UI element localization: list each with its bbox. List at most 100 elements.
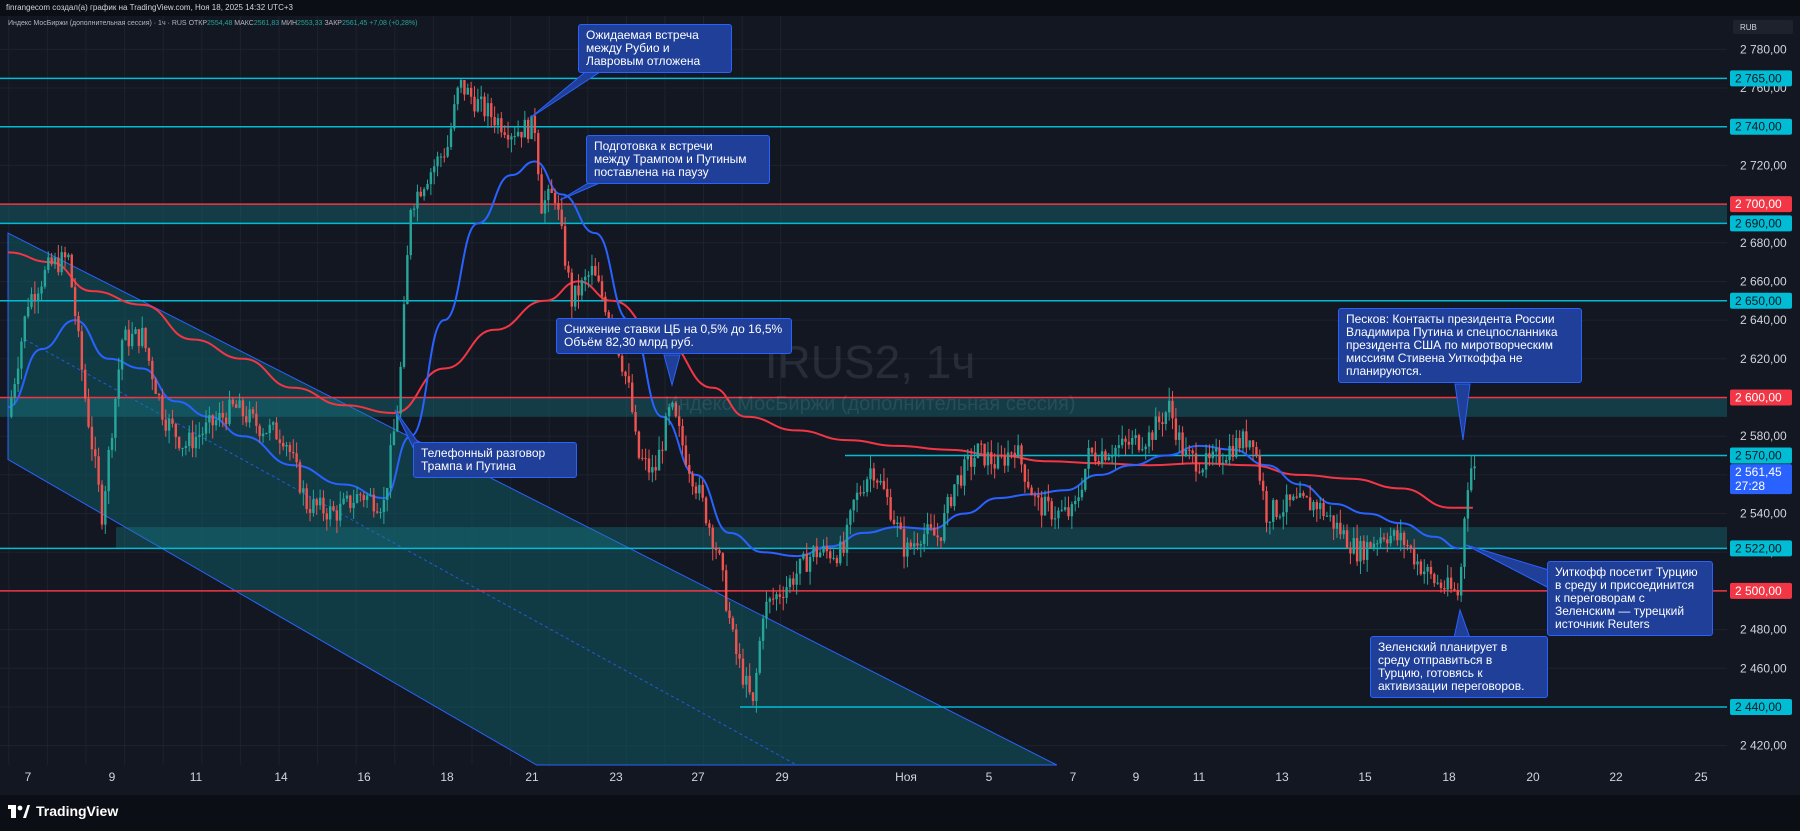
candle-body bbox=[761, 618, 765, 641]
channel-midline bbox=[24, 339, 797, 766]
candle-body bbox=[1174, 418, 1178, 440]
candle-body bbox=[594, 265, 597, 276]
price-tick-label: 2 480,00 bbox=[1740, 623, 1787, 637]
candle-body bbox=[721, 553, 725, 571]
candle-body bbox=[1449, 577, 1453, 589]
time-tick-label: Ноя bbox=[895, 770, 917, 784]
candle-body bbox=[379, 512, 382, 514]
time-tick-label: 16 bbox=[357, 770, 371, 784]
currency-badge bbox=[1733, 20, 1793, 34]
candle-body bbox=[815, 546, 818, 558]
candle-body bbox=[144, 327, 147, 349]
candle-body bbox=[782, 596, 785, 598]
candle-body bbox=[812, 546, 815, 558]
candle-body bbox=[57, 257, 60, 273]
candle-body bbox=[607, 312, 610, 319]
candle-body bbox=[1037, 495, 1040, 498]
candle-body bbox=[631, 382, 634, 412]
candle-body bbox=[1265, 490, 1268, 523]
time-tick-label: 13 bbox=[1275, 770, 1289, 784]
candle-body bbox=[808, 557, 812, 572]
candle-body bbox=[792, 578, 795, 585]
note-phone-call[interactable]: Телефонный разговор Трампа и Путина bbox=[413, 442, 577, 478]
candle-body bbox=[285, 444, 288, 447]
candle-body bbox=[218, 412, 221, 421]
candle-body bbox=[221, 412, 224, 418]
note-trump-putin-meeting[interactable]: Подготовка к встречи между Трампом и Пут… bbox=[586, 135, 770, 184]
level-price-tag bbox=[1730, 196, 1792, 213]
legend-high-label: МАКС bbox=[234, 20, 254, 27]
candle-body bbox=[1369, 542, 1372, 548]
candle-body bbox=[553, 192, 557, 203]
candle-body bbox=[1110, 456, 1114, 458]
candle-body bbox=[741, 658, 745, 685]
candle-body bbox=[661, 449, 664, 451]
support-zone bbox=[0, 204, 1740, 224]
candle-body bbox=[1178, 432, 1181, 440]
candle-body bbox=[1006, 452, 1010, 466]
candle-body bbox=[426, 184, 429, 190]
candle-body bbox=[258, 425, 261, 437]
candle-body bbox=[1000, 455, 1003, 457]
candle-body bbox=[271, 422, 275, 425]
price-tick-label: 2 660,00 bbox=[1740, 274, 1787, 288]
candle-body bbox=[1272, 500, 1275, 522]
candle-body bbox=[825, 546, 829, 552]
candle-body bbox=[876, 480, 879, 483]
candle-body bbox=[298, 462, 302, 493]
candle-body bbox=[1164, 412, 1168, 425]
candle-body bbox=[151, 360, 154, 380]
candle-body bbox=[1188, 449, 1191, 451]
candle-body bbox=[1201, 469, 1204, 473]
note-rubio-lavrov[interactable]: Ожидаемая встреча между Рубио и Лавровым… bbox=[578, 24, 732, 73]
candle-body bbox=[597, 275, 600, 282]
candle-body bbox=[463, 79, 466, 95]
level-price-tag bbox=[1730, 540, 1792, 557]
candle-body bbox=[355, 494, 359, 503]
note-witkoff[interactable]: Уиткофф посетит Турцию в среду и присоед… bbox=[1547, 561, 1713, 636]
candle-body bbox=[1376, 543, 1379, 545]
candle-body bbox=[231, 399, 235, 405]
candle-body bbox=[174, 423, 177, 438]
candle-body bbox=[976, 443, 980, 459]
price-tick-label: 2 580,00 bbox=[1740, 429, 1787, 443]
candle-body bbox=[406, 255, 409, 305]
candle-body bbox=[889, 497, 892, 520]
candle-body bbox=[1137, 435, 1141, 450]
candle-body bbox=[738, 653, 741, 659]
time-tick-label: 11 bbox=[190, 770, 203, 784]
tradingview-logo[interactable]: TradingView bbox=[8, 803, 118, 819]
candle-body bbox=[1023, 464, 1027, 482]
candle-body bbox=[1278, 516, 1282, 518]
candle-body bbox=[724, 570, 728, 611]
level-price-tag bbox=[1730, 698, 1792, 715]
candle-body bbox=[768, 598, 772, 602]
candle-body bbox=[855, 492, 859, 500]
time-tick-label: 23 bbox=[609, 770, 623, 784]
channel-area bbox=[7, 232, 1058, 766]
note-peskov[interactable]: Песков: Контакты президента России Влади… bbox=[1338, 308, 1582, 383]
candle-body bbox=[1090, 447, 1094, 453]
candle-body bbox=[1268, 521, 1272, 523]
candle-body bbox=[375, 511, 379, 513]
candle-body bbox=[899, 522, 902, 529]
candle-body bbox=[114, 398, 117, 438]
candle-body bbox=[1218, 448, 1221, 464]
candle-body bbox=[832, 557, 835, 559]
candle-body bbox=[1335, 522, 1339, 529]
note-cb-rate[interactable]: Снижение ставки ЦБ на 0,5% до 16,5% Объё… bbox=[556, 318, 792, 354]
candle-body bbox=[228, 399, 231, 425]
note-zelensky[interactable]: Зеленский планирует в среду отправиться … bbox=[1370, 636, 1548, 698]
candle-body bbox=[644, 458, 647, 460]
candle-body bbox=[1120, 438, 1124, 446]
candle-body bbox=[345, 495, 349, 499]
candle-body bbox=[124, 329, 127, 341]
candle-body bbox=[694, 486, 698, 494]
candle-body bbox=[339, 503, 342, 521]
candle-body bbox=[906, 542, 909, 557]
price-chart[interactable]: RUB 2 420,00 2 440,00 2 460,00 2 480,00 2 500… bbox=[0, 16, 1800, 795]
candle-body bbox=[177, 437, 181, 449]
candle-body bbox=[1124, 438, 1127, 442]
candle-body bbox=[983, 443, 986, 466]
level-price-tag bbox=[1730, 292, 1792, 309]
